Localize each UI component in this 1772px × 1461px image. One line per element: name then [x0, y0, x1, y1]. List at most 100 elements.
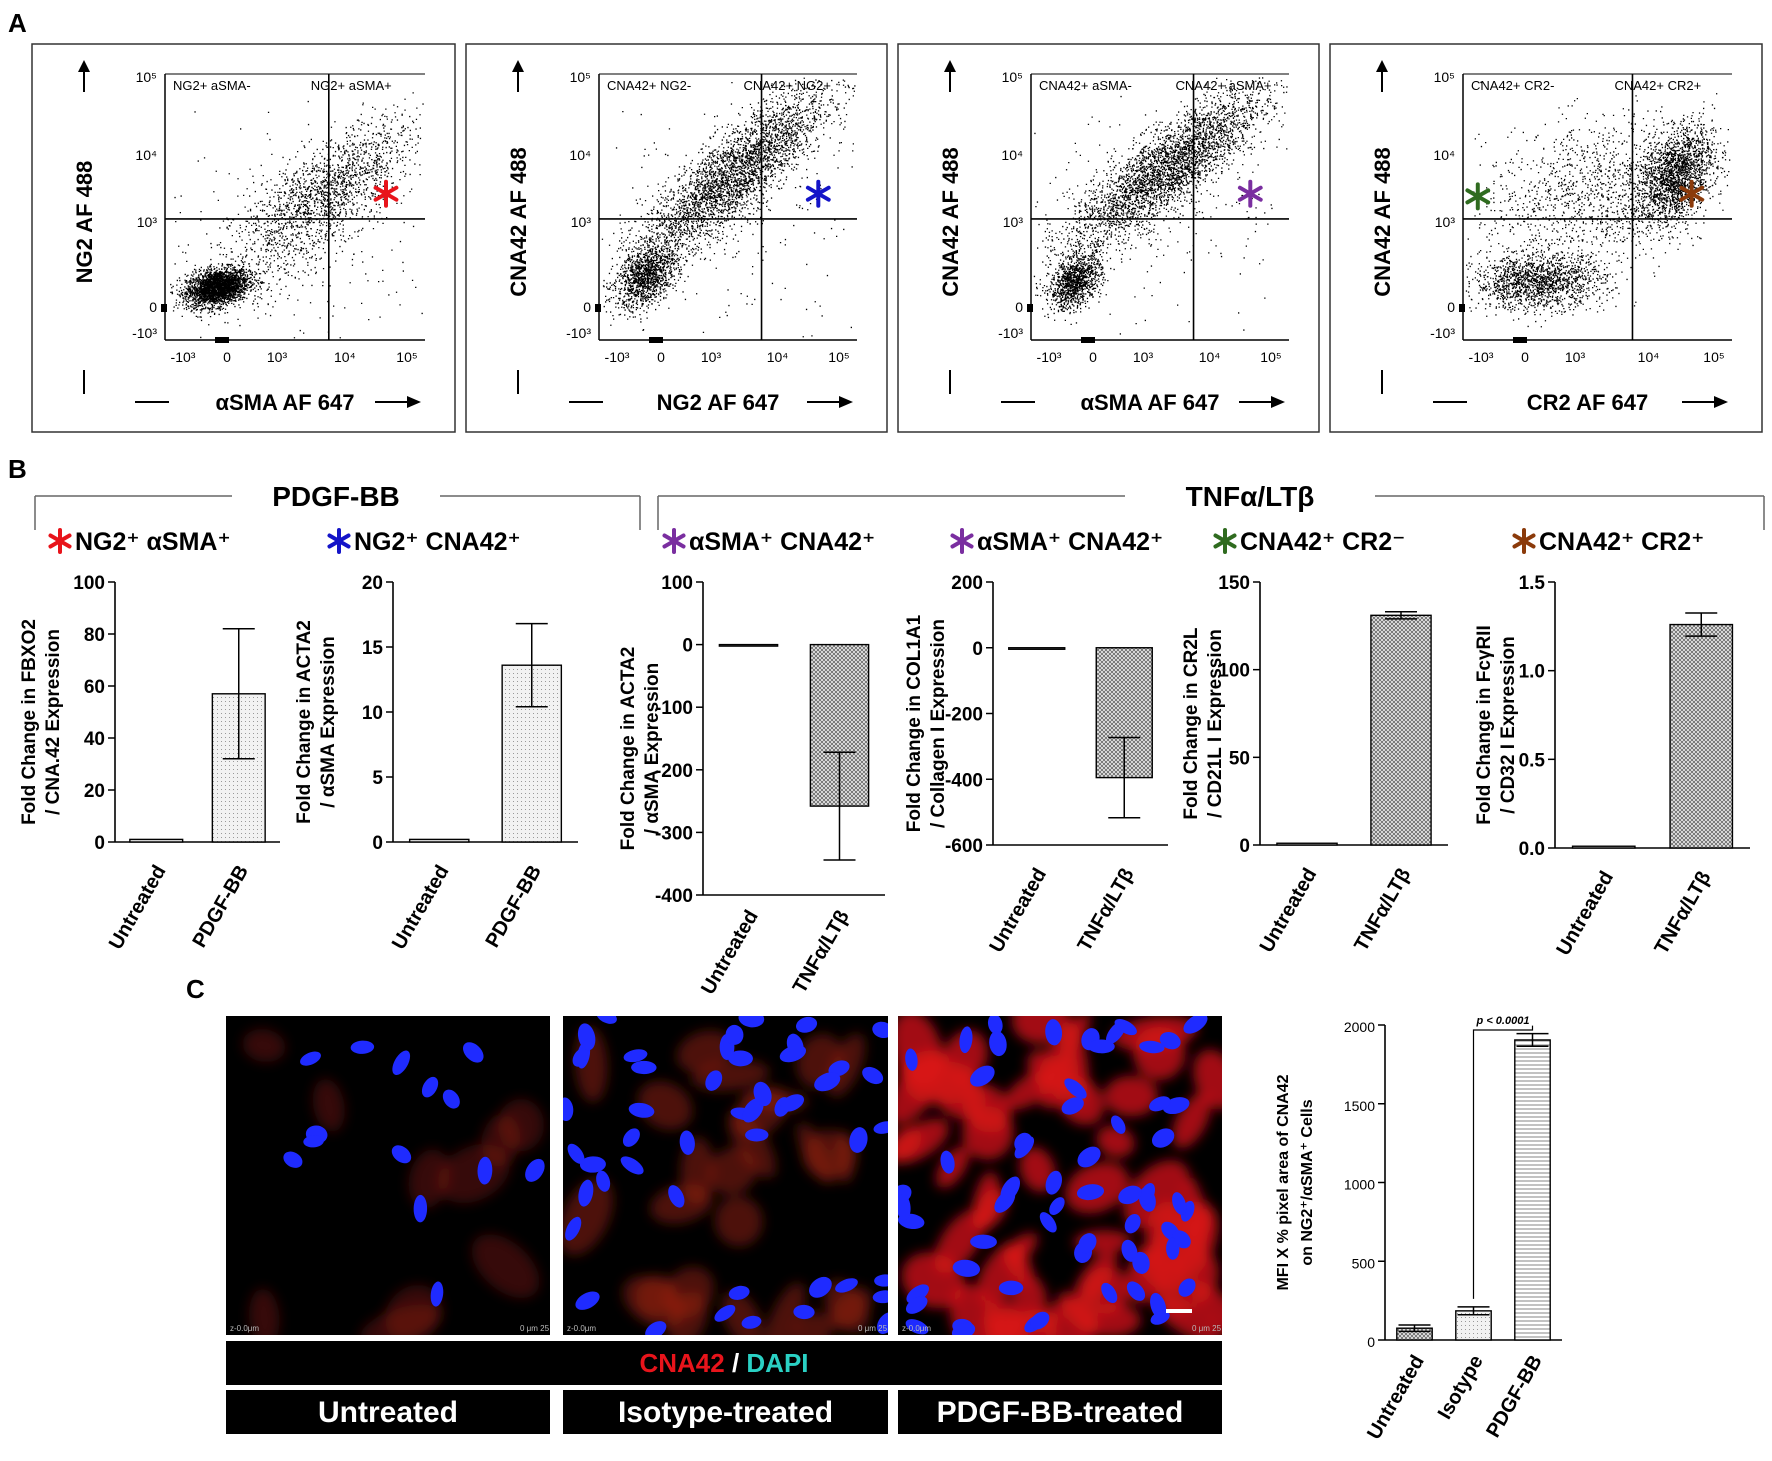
nucleus — [741, 1315, 762, 1329]
condition-label: Untreated — [318, 1396, 458, 1429]
nucleus — [1159, 1031, 1181, 1050]
y-tick-label: 60 — [84, 677, 105, 698]
flow-x-axis-title: NG2 AF 647 — [657, 390, 780, 415]
nucleus — [1049, 1197, 1065, 1215]
condition-label: Isotype-treated — [618, 1396, 833, 1429]
nucleus — [814, 1072, 841, 1092]
nucleus — [959, 1026, 973, 1054]
nucleus — [1101, 1282, 1118, 1304]
nucleus — [596, 1170, 611, 1192]
y-tick-label: 0 — [372, 833, 383, 854]
nucleus — [1178, 1278, 1196, 1297]
x-tick-label: 10⁴ — [1199, 349, 1221, 365]
population-marker-star — [1679, 179, 1705, 208]
nucleus — [872, 1290, 888, 1304]
nucleus — [620, 1156, 644, 1175]
y-tick-label: 20 — [362, 573, 383, 594]
bar-chart-7: 0 500 1000 1500 2000 MFI X % pixel area of CN… — [1275, 1015, 1562, 1443]
nucleus — [898, 1193, 911, 1221]
bar — [718, 643, 779, 647]
x-tick-label: -10³ — [605, 349, 630, 365]
nucleus — [1064, 1078, 1087, 1099]
x-tick-label: 10³ — [1565, 349, 1586, 365]
nucleus — [623, 1049, 648, 1063]
bar — [408, 838, 470, 843]
nucleus — [786, 1033, 804, 1058]
bar-chart-2: NG2⁺ CNA42⁺ 0 5 10 15 20 Fold Change in ACTA2/… — [294, 528, 578, 953]
nucleus — [1124, 1213, 1141, 1234]
nucleus — [1150, 1310, 1170, 1325]
y-tick-label: 0.0 — [1519, 839, 1545, 860]
x-tick-label: 10⁴ — [1638, 349, 1660, 365]
chart-title: αSMA⁺ CNA42⁺ — [977, 528, 1163, 556]
nucleus — [391, 1145, 412, 1164]
group-header-pdgf: PDGF-BB — [34, 481, 641, 530]
scatter-dots — [170, 92, 424, 339]
category-label: TNFα/LTβ — [789, 907, 854, 998]
category-label: PDGF-BB — [481, 862, 546, 952]
nucleus — [1139, 1183, 1156, 1206]
y-tick-label: 10 — [362, 703, 383, 724]
nucleus — [874, 1274, 888, 1287]
microscopy-panel: z-0.0μm 0 μm 25 z-0.0μm 0 μm 25 z-0.0μm 0 μm … — [226, 1016, 1222, 1434]
nucleus — [742, 1098, 764, 1123]
bar — [1370, 614, 1432, 846]
category-label: Untreated — [105, 862, 171, 954]
y-tick-label: -300 — [655, 823, 693, 844]
bar — [1571, 845, 1636, 849]
nucleus — [1151, 1128, 1175, 1148]
y-tick-label: 10⁵ — [136, 69, 157, 85]
y-tick-label: -400 — [945, 770, 983, 791]
nucleus — [1149, 1096, 1171, 1112]
y-tick-label: 5 — [372, 768, 383, 789]
bar — [1276, 842, 1338, 846]
p-value-annotation: p < 0.0001 — [1476, 1015, 1530, 1027]
y-tick-label: -200 — [945, 705, 983, 726]
nucleus — [795, 1016, 818, 1033]
nucleus — [463, 1042, 484, 1063]
nucleus — [575, 1291, 600, 1310]
quadrant-label-left: CNA42+ aSMA- — [1039, 78, 1132, 93]
title-star — [1512, 528, 1536, 554]
bar — [1669, 623, 1734, 849]
nucleus — [1087, 1039, 1115, 1054]
y-tick-label: 80 — [84, 625, 105, 646]
micrograph-1: z-0.0μm 0 μm 25 — [226, 1016, 550, 1335]
x-tick-label: 10³ — [267, 349, 288, 365]
category-label: Untreated — [1363, 1352, 1429, 1444]
y-tick-label: 10⁵ — [1002, 69, 1023, 85]
bar — [1008, 647, 1066, 650]
flow-plot-4: CNA42+ CR2- CNA42+ CR2+ 10⁵ 10⁴ 10³ 0 -10³ -10³… — [1329, 43, 1763, 433]
y-tick-label: 10³ — [137, 214, 158, 230]
flow-x-axis-title: αSMA AF 647 — [215, 390, 354, 415]
nucleus — [1045, 1170, 1063, 1195]
flow-y-axis-title: NG2 AF 488 — [72, 161, 97, 284]
nucleus — [679, 1130, 695, 1155]
category-label: Untreated — [1552, 868, 1618, 960]
nucleus — [728, 1050, 753, 1067]
nucleus — [1139, 1040, 1165, 1054]
micrograph-3: z-0.0μm 0 μm 25 — [898, 1016, 1222, 1335]
y-tick-label: 10³ — [1435, 214, 1456, 230]
category-label: TNFα/LTβ — [1350, 865, 1415, 956]
quadrant-label-right: CNA42+ NG2+ — [744, 78, 831, 93]
category-label: Untreated — [388, 862, 454, 954]
category-label: Isotype — [1434, 1352, 1488, 1424]
nucleus — [1039, 1212, 1057, 1233]
y-tick-label: 150 — [1218, 573, 1250, 594]
nucleus — [780, 1094, 805, 1112]
y-tick-label: 10⁴ — [135, 147, 157, 163]
y-tick-label: 0.5 — [1519, 750, 1546, 771]
nucleus — [300, 1051, 321, 1066]
x-tick-label: 0 — [657, 349, 665, 365]
y-tick-label: 2000 — [1344, 1019, 1375, 1035]
nucleus — [705, 1070, 723, 1091]
y-tick-label: 200 — [951, 573, 983, 594]
category-label: PDGF-BB — [188, 862, 253, 952]
nucleus — [1110, 1115, 1126, 1134]
population-marker-star — [805, 179, 831, 208]
nucleus — [725, 1024, 744, 1045]
nucleus — [952, 1259, 981, 1277]
nucleus — [998, 1280, 1024, 1296]
